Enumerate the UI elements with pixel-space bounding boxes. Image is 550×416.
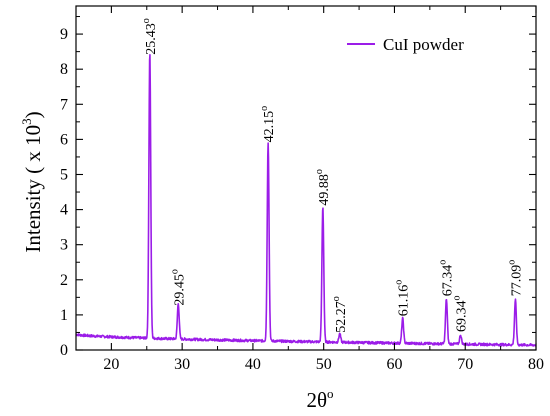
legend-label: CuI powder: [383, 35, 464, 54]
x-tick-label: 80: [528, 356, 544, 373]
x-tick-label: 50: [316, 356, 332, 373]
peak-label: 69.34o: [452, 296, 470, 333]
y-tick-label: 5: [60, 166, 68, 183]
x-tick-label: 60: [386, 356, 402, 373]
y-tick-label: 9: [60, 26, 68, 43]
series-line-cui-powder: [75, 53, 537, 347]
peak-label: 77.09o: [506, 260, 524, 297]
y-tick-label: 4: [60, 202, 68, 219]
y-tick-label: 8: [60, 61, 68, 78]
peak-annotations-group: 25.43o 29.45o 42.15o 49.88o 52.27o 61.16o 67.3…: [141, 18, 525, 333]
y-tick-label: 2: [60, 272, 68, 289]
peak-label: 25.43o: [141, 18, 159, 55]
y-tick-label: 7: [60, 96, 68, 113]
axes-group: 20 30 40 50 60 70 80 0 1 2 3 4 5 6 7 8 9: [60, 5, 544, 373]
peak-label: 52.27o: [331, 296, 349, 333]
y-tick-label: 1: [60, 307, 68, 324]
x-tick-label: 40: [245, 356, 261, 373]
x-tick-label: 20: [103, 356, 119, 373]
plot-frame: [75, 5, 537, 351]
peak-label: 29.45o: [169, 269, 187, 306]
peak-label: 42.15o: [259, 106, 277, 143]
y-tick-label: 6: [60, 131, 68, 148]
x-tick-label: 70: [457, 356, 473, 373]
x-tick-label: 30: [174, 356, 190, 373]
peak-label: 67.34o: [437, 260, 455, 297]
peak-label: 49.88o: [314, 169, 332, 206]
y-tick-label: 3: [60, 237, 68, 254]
y-axis-title: Intensity ( x 103): [19, 111, 45, 252]
y-tick-label: 0: [60, 342, 68, 359]
peak-label: 61.16o: [394, 280, 412, 317]
legend: CuI powder: [347, 35, 464, 54]
x-axis-title: 2θo: [306, 386, 333, 412]
plot-series-group: [75, 53, 537, 347]
